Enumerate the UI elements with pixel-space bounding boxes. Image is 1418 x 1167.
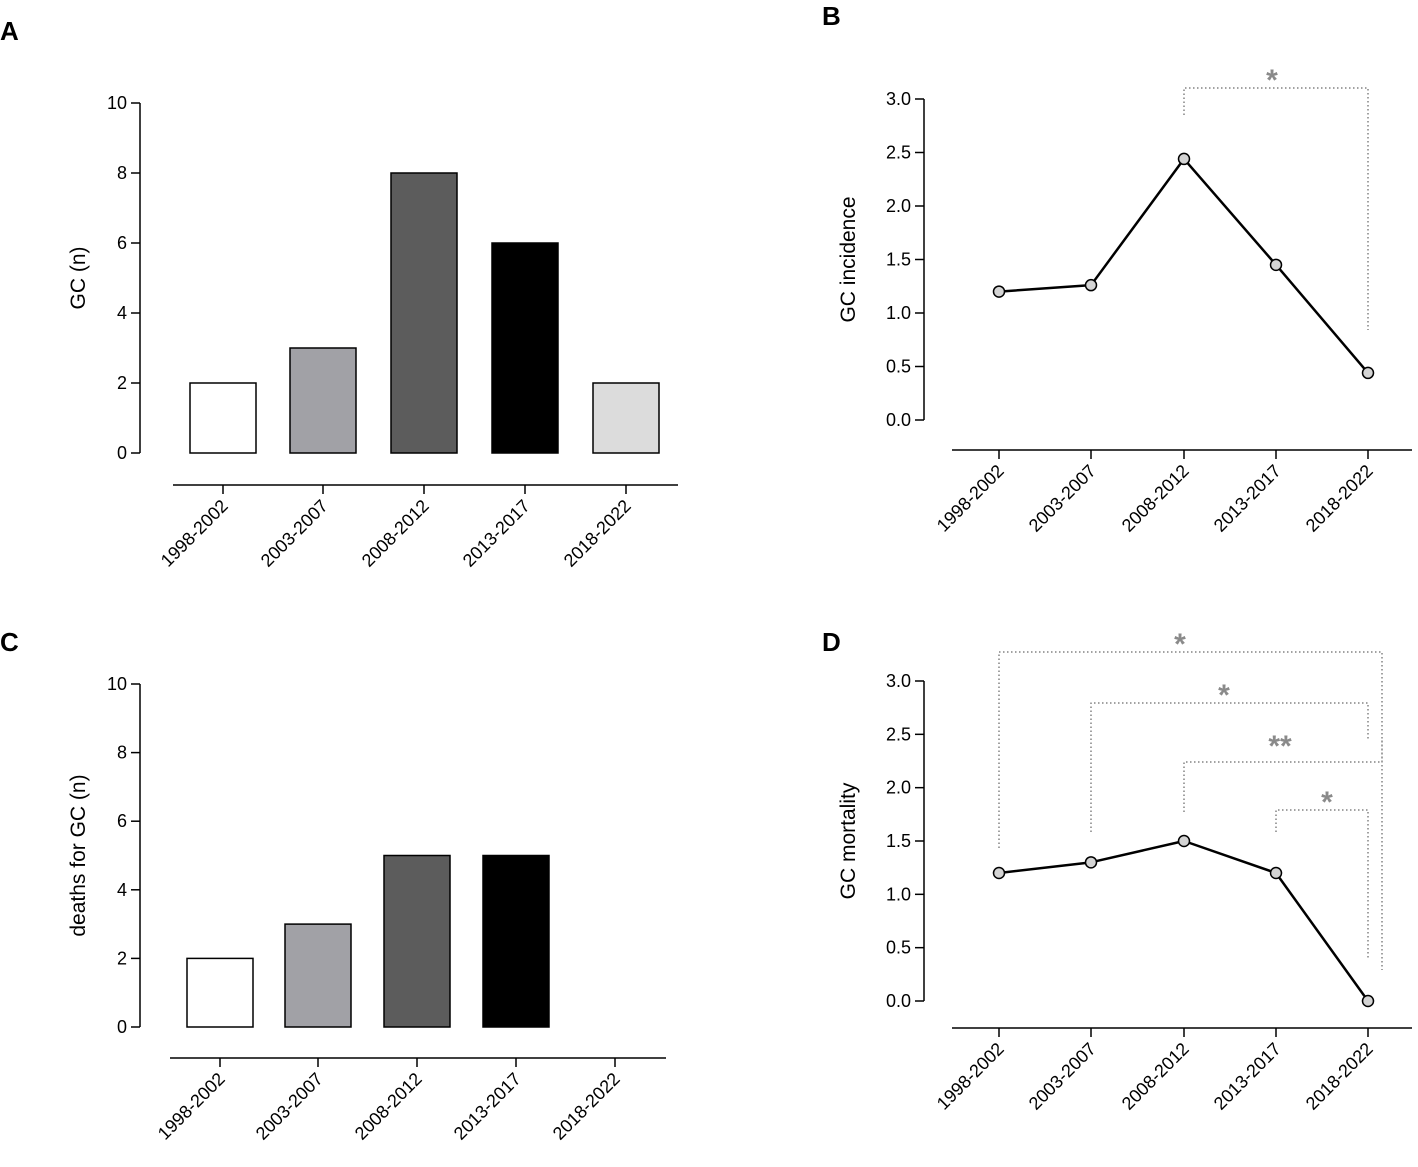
- panel-b-letter: B: [822, 1, 841, 31]
- y-tick-label: 4: [117, 880, 127, 900]
- significance-bracket: [1275, 809, 1369, 960]
- bar: [491, 242, 559, 454]
- x-tick-label: 2018-2022: [1302, 461, 1377, 536]
- x-tick-label: 2013-2017: [1210, 1039, 1285, 1114]
- y-tick-label: 0: [117, 1017, 127, 1037]
- x-tick-label: 1998-2002: [154, 1069, 229, 1144]
- significance-bracket: [1183, 740, 1383, 812]
- y-tick-label: 8: [117, 163, 127, 183]
- y-tick-label: 3.0: [886, 671, 911, 691]
- bar: [390, 172, 458, 454]
- y-tick-label: 2.0: [886, 196, 911, 216]
- y-tick-label: 0.0: [886, 991, 911, 1011]
- panel-b: B 0.0 0.5 1.0 1.5 2.0 2.5 3.0 GC incidence 1998-…: [822, 1, 1412, 536]
- panel-d: D 0.0 0.5 1.0 1.5 2.0 2.5 3.0 GC mortality 1998-…: [822, 627, 1412, 1114]
- x-tick-label: 2008-2012: [351, 1069, 426, 1144]
- x-tick-label: 2003-2007: [1025, 1039, 1100, 1114]
- y-tick-label: 2: [117, 948, 127, 968]
- data-point: [1177, 834, 1191, 848]
- y-tick-label: 3.0: [886, 89, 911, 109]
- significance-marker: *: [1321, 786, 1333, 819]
- y-tick-label: 10: [107, 674, 127, 694]
- bar: [592, 382, 660, 454]
- y-tick-label: 10: [107, 93, 127, 113]
- panel-c-letter: C: [0, 627, 19, 657]
- data-point: [1084, 856, 1098, 869]
- significance-marker: **: [1268, 730, 1292, 763]
- x-tick-label: 2008-2012: [1118, 461, 1193, 536]
- x-tick-label: 2018-2022: [560, 496, 635, 571]
- y-tick-label: 1.5: [886, 831, 911, 851]
- series-line: [998, 157, 1369, 374]
- bar: [482, 854, 550, 1028]
- y-axis-label: GC mortality: [837, 782, 860, 899]
- significance-marker: *: [1218, 679, 1230, 712]
- bar: [189, 382, 257, 454]
- bar: [383, 854, 451, 1028]
- data-point: [1177, 152, 1191, 166]
- x-tick-label: 2013-2017: [459, 496, 534, 571]
- y-tick-label: 1.5: [886, 250, 911, 270]
- series-line: [998, 839, 1370, 1002]
- panel-a-letter: A: [0, 16, 19, 46]
- data-point: [1361, 366, 1375, 380]
- data-point: [992, 866, 1006, 880]
- significance-bracket: [1090, 702, 1369, 832]
- y-tick-label: 2.5: [886, 143, 911, 163]
- y-axis-label: deaths for GC (n): [67, 774, 90, 936]
- x-tick-label: 1998-2002: [933, 1039, 1008, 1114]
- y-tick-label: 0.0: [886, 410, 911, 430]
- panel-d-letter: D: [822, 627, 841, 657]
- data-point: [992, 285, 1006, 298]
- x-tick-label: 2003-2007: [1025, 461, 1100, 536]
- y-tick-label: 0: [117, 443, 127, 463]
- y-tick-label: 4: [117, 303, 127, 323]
- x-tick-label: 2013-2017: [450, 1069, 525, 1144]
- x-tick-label: 2008-2012: [1118, 1039, 1193, 1114]
- y-tick-label: 2.0: [886, 778, 911, 798]
- x-tick-label: 2003-2007: [257, 496, 332, 571]
- y-tick-label: 0.5: [886, 938, 911, 958]
- bar: [289, 347, 357, 454]
- x-tick-label: 2018-2022: [549, 1069, 624, 1144]
- data-point: [1084, 278, 1098, 292]
- x-tick-label: 1998-2002: [933, 461, 1008, 536]
- x-tick-label: 2003-2007: [252, 1069, 327, 1144]
- significance-bracket: [1183, 87, 1369, 330]
- y-axis-label: GC (n): [67, 247, 90, 310]
- x-tick-label: 2018-2022: [1302, 1039, 1377, 1114]
- data-point: [1269, 866, 1283, 880]
- data-point: [1269, 258, 1283, 272]
- significance-marker: *: [1174, 628, 1186, 661]
- y-tick-label: 2: [117, 373, 127, 393]
- significance-marker: *: [1266, 64, 1278, 97]
- bar: [284, 923, 352, 1028]
- data-point: [1361, 994, 1375, 1008]
- x-tick-label: 1998-2002: [157, 496, 232, 571]
- bar: [186, 957, 254, 1028]
- x-tick-label: 2008-2012: [358, 496, 433, 571]
- y-tick-label: 1.0: [886, 884, 911, 904]
- x-tick-label: 2013-2017: [1210, 461, 1285, 536]
- y-tick-label: 8: [117, 743, 127, 763]
- panel-a: A 0 2 4 6 8 10 GC (n) 1998-2002 2003-2007 2008-20…: [0, 16, 678, 571]
- y-axis-label: GC incidence: [837, 196, 860, 322]
- y-tick-label: 6: [117, 233, 127, 253]
- y-tick-label: 1.0: [886, 303, 911, 323]
- y-tick-label: 0.5: [886, 357, 911, 377]
- panel-c: C 0 2 4 6 8 10 deaths for GC (n) 1998-2002 2003-…: [0, 627, 666, 1144]
- y-tick-label: 2.5: [886, 724, 911, 744]
- y-tick-label: 6: [117, 811, 127, 831]
